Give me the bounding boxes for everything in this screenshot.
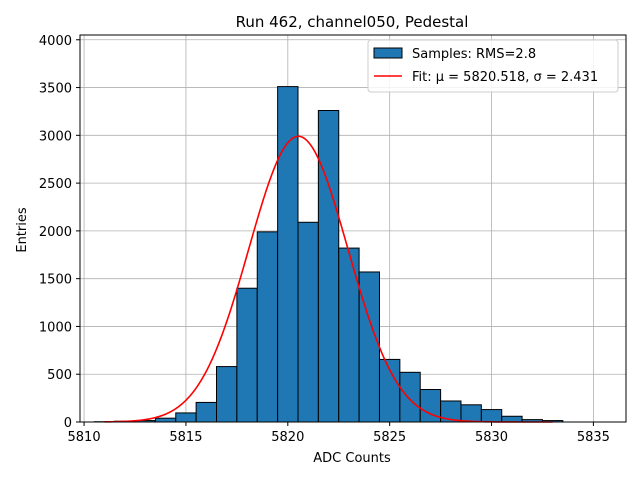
histogram-bar <box>154 417 177 423</box>
y-tick-label: 2500 <box>39 177 72 192</box>
legend-label-fit: Fit: μ = 5820.518, σ = 2.431 <box>412 70 598 85</box>
x-axis-label: ADC Counts <box>313 451 391 466</box>
x-axis: 5810 5815 5820 5825 5830 5835 <box>68 422 610 445</box>
y-tick-label: 3000 <box>39 129 72 144</box>
y-axis-label: Entries <box>15 207 30 253</box>
histogram-bar <box>175 412 197 423</box>
y-tick-label: 500 <box>47 368 72 383</box>
legend-swatch-histogram <box>373 47 403 59</box>
legend: Samples: RMS=2.8 Fit: μ = 5820.518, σ = … <box>367 39 619 93</box>
histogram-bar <box>195 401 217 423</box>
y-tick-label: 1000 <box>39 320 72 335</box>
chart-title: Run 462, channel050, Pedestal <box>236 13 469 31</box>
histogram-bar <box>399 371 421 423</box>
histogram-bar <box>338 247 360 423</box>
histogram-bar <box>480 409 503 423</box>
histogram-bars <box>93 86 564 423</box>
y-tick-label: 0 <box>64 416 72 431</box>
histogram-bar <box>297 221 319 423</box>
y-tick-label: 3500 <box>39 82 72 97</box>
y-tick-label: 2000 <box>39 225 72 240</box>
legend-label-samples: Samples: RMS=2.8 <box>412 47 536 62</box>
plot-frame <box>79 34 627 423</box>
histogram-bar <box>358 271 380 423</box>
x-tick-label: 5835 <box>577 430 610 445</box>
histogram-bar <box>236 287 258 423</box>
x-tick-label: 5825 <box>373 430 406 445</box>
histogram-bar <box>460 404 482 423</box>
legend-box <box>367 39 619 93</box>
histogram-bar <box>501 415 523 423</box>
histogram-bar <box>216 366 238 423</box>
x-tick-label: 5810 <box>68 430 101 445</box>
x-tick-label: 5815 <box>169 430 202 445</box>
x-tick-label: 5820 <box>271 430 304 445</box>
y-tick-label: 1500 <box>39 273 72 288</box>
histogram-bar <box>317 109 340 423</box>
x-tick-label: 5830 <box>475 430 508 445</box>
histogram-bar <box>256 231 279 423</box>
y-tick-label: 4000 <box>39 34 72 49</box>
y-axis: 0 500 1000 1500 2000 2500 3000 3500 4000 <box>39 34 80 431</box>
